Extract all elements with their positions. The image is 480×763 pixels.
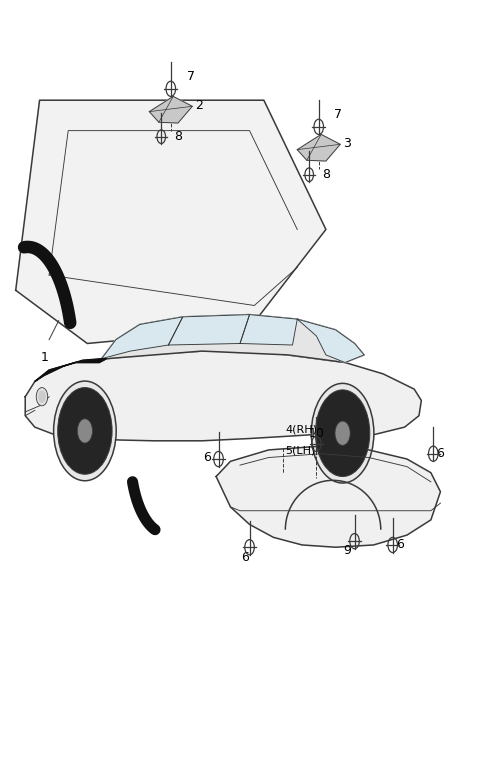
- Text: 7: 7: [335, 108, 343, 121]
- Text: 10: 10: [309, 427, 324, 439]
- Text: 7: 7: [187, 69, 194, 82]
- Text: 5(LH): 5(LH): [285, 446, 316, 456]
- Polygon shape: [102, 314, 364, 362]
- Polygon shape: [168, 314, 250, 345]
- Text: 2: 2: [195, 99, 203, 112]
- Circle shape: [54, 381, 116, 481]
- Text: 3: 3: [343, 137, 350, 150]
- Circle shape: [58, 388, 112, 475]
- Polygon shape: [216, 446, 441, 547]
- Text: 1: 1: [40, 351, 48, 364]
- Polygon shape: [25, 351, 421, 441]
- Text: 9: 9: [343, 544, 351, 557]
- Polygon shape: [16, 100, 326, 343]
- Text: 8: 8: [322, 168, 330, 182]
- Polygon shape: [240, 314, 297, 345]
- Circle shape: [312, 383, 374, 483]
- Circle shape: [77, 419, 93, 443]
- Text: 6: 6: [396, 539, 404, 552]
- Text: 6: 6: [241, 552, 249, 565]
- Polygon shape: [35, 359, 107, 382]
- Text: 8: 8: [174, 130, 182, 143]
- Circle shape: [36, 388, 48, 406]
- Polygon shape: [149, 96, 192, 123]
- Text: 6: 6: [204, 451, 212, 464]
- Polygon shape: [297, 134, 340, 161]
- Text: 4(RH): 4(RH): [285, 425, 317, 435]
- Polygon shape: [297, 319, 364, 362]
- Circle shape: [315, 390, 370, 477]
- Polygon shape: [102, 317, 183, 359]
- Text: 6: 6: [436, 447, 444, 460]
- Circle shape: [335, 421, 350, 446]
- Circle shape: [38, 391, 46, 403]
